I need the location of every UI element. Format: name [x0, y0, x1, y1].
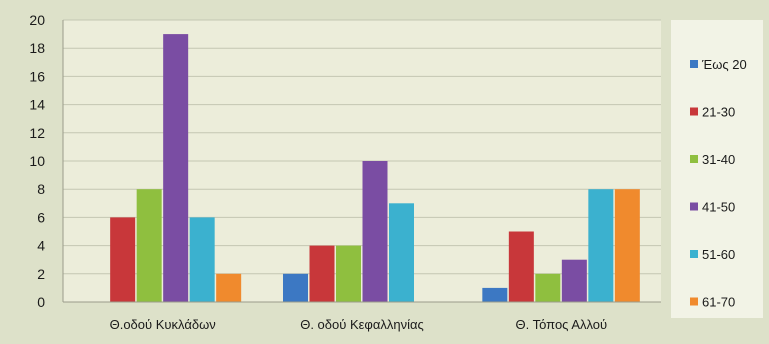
legend-swatch	[690, 202, 698, 211]
x-category-label: Θ. Τόπος Αλλού	[516, 317, 608, 332]
bar-21-30-0	[110, 217, 136, 302]
bar-31-40-2	[535, 273, 561, 302]
legend-label: 51-60	[702, 247, 735, 262]
bar-51-60-2	[588, 189, 614, 302]
y-tick-label: 2	[37, 266, 45, 282]
y-tick-label: 12	[29, 125, 45, 141]
y-tick-label: 6	[37, 209, 45, 225]
legend-label: 61-70	[702, 295, 735, 310]
gridlines	[63, 19, 661, 303]
bar-Έως-20-2	[482, 287, 508, 302]
y-tick-label: 16	[29, 68, 45, 84]
y-tick-label: 4	[37, 238, 45, 254]
bar-51-60-0	[189, 217, 215, 302]
legend-label: Έως 20	[701, 57, 747, 72]
bar-31-40-0	[136, 189, 162, 302]
bar-Έως-20-1	[283, 273, 308, 302]
y-tick-label: 14	[29, 97, 45, 113]
x-category-label: Θ. οδού Κεφαλληνίας	[300, 317, 424, 332]
x-axis-categories: Θ.οδού Κυκλάδων Θ. οδού Κεφαλληνίας Θ. Τόπ…	[110, 317, 608, 332]
bar-41-50-1	[362, 161, 388, 302]
legend-label: 41-50	[702, 200, 735, 215]
legend-entries: Έως 20 21-30 31-40 41-50 51-60 61-70	[690, 57, 747, 310]
y-tick-label: 18	[29, 40, 45, 56]
x-category-label: Θ.οδού Κυκλάδων	[110, 317, 216, 332]
legend-swatch	[690, 250, 698, 258]
legend-swatch	[690, 155, 698, 163]
legend	[671, 20, 763, 318]
y-axis-ticks: 0 2 4 6 8 10 12 14 16 18 20	[29, 12, 45, 310]
y-tick-label: 10	[29, 153, 45, 169]
bar-21-30-1	[309, 245, 335, 302]
bar-51-60-1	[389, 203, 414, 302]
legend-swatch	[690, 60, 698, 68]
bar-41-50-0	[163, 34, 189, 302]
legend-swatch	[690, 107, 698, 116]
bar-31-40-1	[336, 245, 361, 302]
bar-21-30-2	[508, 231, 534, 302]
legend-label: 21-30	[702, 105, 735, 120]
y-tick-label: 20	[29, 12, 45, 28]
bar-61-70-0	[216, 273, 242, 302]
y-tick-label: 0	[37, 294, 45, 310]
bar-41-50-2	[561, 259, 587, 302]
legend-swatch	[690, 297, 698, 306]
legend-label: 31-40	[702, 152, 735, 167]
bars	[110, 34, 640, 302]
bar-61-70-2	[614, 189, 640, 302]
y-tick-label: 8	[37, 181, 45, 197]
